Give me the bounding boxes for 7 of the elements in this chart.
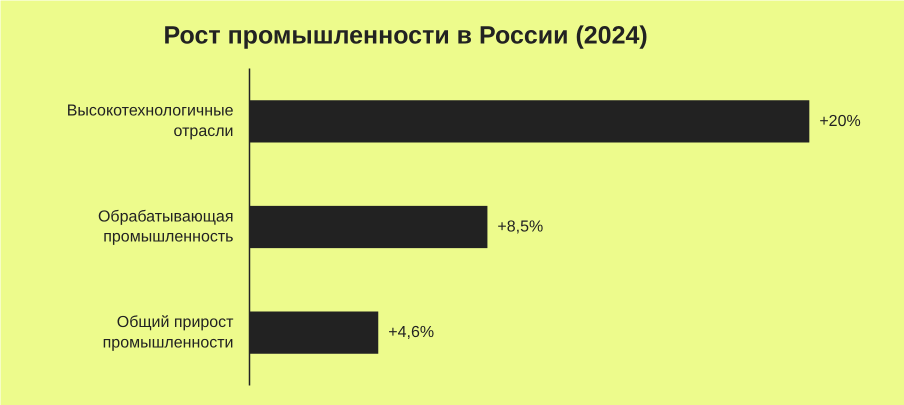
- y-tick-label: Высокотехнологичные отрасли: [66, 102, 234, 140]
- y-tick-label: Обрабатывающая промышленность: [98, 208, 234, 246]
- y-tick-label: Общий прирост промышленности: [102, 314, 234, 352]
- data-label: +8,5%: [497, 218, 544, 236]
- data-label: +20%: [819, 112, 861, 130]
- data-label: +4,6%: [388, 324, 434, 342]
- chart-title: Рост промышленности в России (2024): [164, 22, 648, 50]
